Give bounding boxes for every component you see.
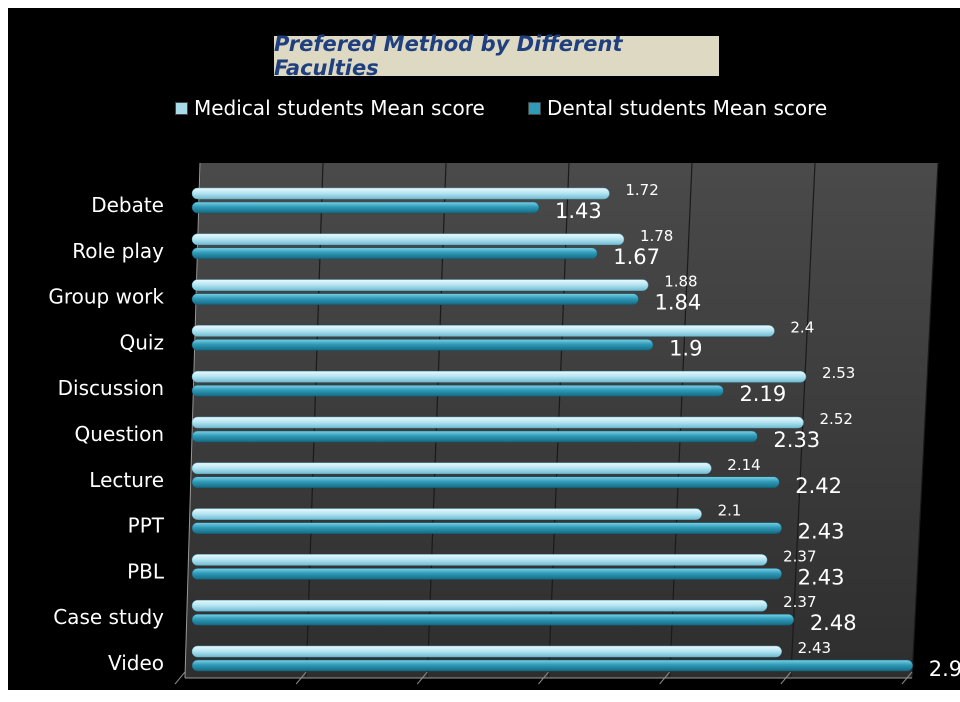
data-label-dental: 2.19 [739, 382, 786, 406]
bar-dental-pbl [191, 568, 782, 580]
gridline [911, 162, 939, 679]
plot: 1.72 1.43 Debate 1.781.67 Role play 1.881.84 G… [48, 162, 960, 685]
chart-title: Prefered Method by Different Faculties [274, 32, 719, 80]
category-label: PPT [128, 514, 165, 538]
chart-area: Prefered Method by Different Faculties M… [8, 8, 960, 690]
data-label-dental: 1.67 [613, 245, 660, 269]
data-label-dental: 1.84 [655, 291, 702, 315]
data-label-dental: 2.43 [798, 565, 845, 589]
legend-swatch-medical [175, 101, 188, 115]
bar-medical-debate [191, 187, 610, 200]
legend-item-dental: Dental students Mean score [528, 96, 827, 120]
data-label-dental: 2.97 [929, 657, 960, 681]
bar-dental-role-play [191, 247, 598, 260]
bar-medical-pbl [191, 554, 768, 566]
bar-medical-group-work [191, 279, 649, 291]
data-label-medical: 2.43 [798, 639, 831, 657]
legend-swatch-dental [528, 101, 541, 115]
legend-item-medical: Medical students Mean score [175, 96, 485, 120]
data-label-medical: 2.1 [718, 502, 742, 520]
legend: Medical students Mean score Dental stude… [8, 96, 960, 126]
bar-medical-lecture [191, 462, 712, 475]
data-label-medical: 2.37 [783, 547, 816, 565]
data-label-medical: 2.53 [822, 364, 855, 382]
category-label: PBL [127, 559, 165, 583]
bar-dental-question [191, 430, 758, 443]
bar-medical-discussion [191, 370, 807, 383]
data-label-medical: 2.52 [820, 410, 853, 428]
data-label-medical: 1.88 [664, 273, 697, 291]
data-label-dental: 2.42 [795, 474, 842, 498]
bar-dental-group-work [191, 293, 639, 305]
data-label-dental: 1.9 [669, 336, 702, 360]
data-label-medical: 1.78 [640, 227, 673, 245]
bar-dental-lecture [191, 476, 780, 489]
data-label-medical: 2.37 [783, 593, 816, 611]
data-label-dental: 1.43 [555, 199, 602, 223]
category-label: Lecture [89, 468, 164, 492]
data-label-medical: 2.14 [727, 456, 760, 474]
x-tick [174, 671, 186, 685]
bar-dental-case-study [191, 613, 795, 626]
data-label-dental: 2.43 [798, 520, 845, 544]
bar-dental-quiz [191, 339, 654, 351]
bar-medical-question [191, 416, 804, 429]
category-label: Debate [91, 193, 164, 217]
category-label: Video [108, 651, 164, 675]
category-label: Group work [48, 285, 164, 309]
category-label: Quiz [120, 330, 164, 354]
bar-dental-debate [191, 201, 540, 214]
data-label-medical: 1.72 [625, 181, 658, 199]
data-label-dental: 2.48 [810, 611, 857, 635]
data-label-dental: 2.33 [773, 428, 820, 452]
bar-medical-video [191, 645, 782, 658]
category-label: Role play [72, 239, 164, 263]
legend-label-medical: Medical students Mean score [194, 96, 485, 120]
bar-medical-role-play [191, 233, 625, 246]
data-label-medical: 2.4 [790, 318, 814, 336]
bar-medical-quiz [191, 325, 775, 337]
legend-label-dental: Dental students Mean score [547, 96, 828, 120]
category-label: Question [75, 422, 164, 446]
category-label: Discussion [58, 376, 164, 400]
bar-dental-video [191, 659, 913, 672]
bar-dental-discussion [191, 384, 724, 397]
category-label: Case study [53, 605, 164, 629]
bar-dental-ppt [191, 522, 782, 534]
bar-medical-ppt [191, 508, 702, 520]
bar-medical-case-study [191, 599, 768, 612]
